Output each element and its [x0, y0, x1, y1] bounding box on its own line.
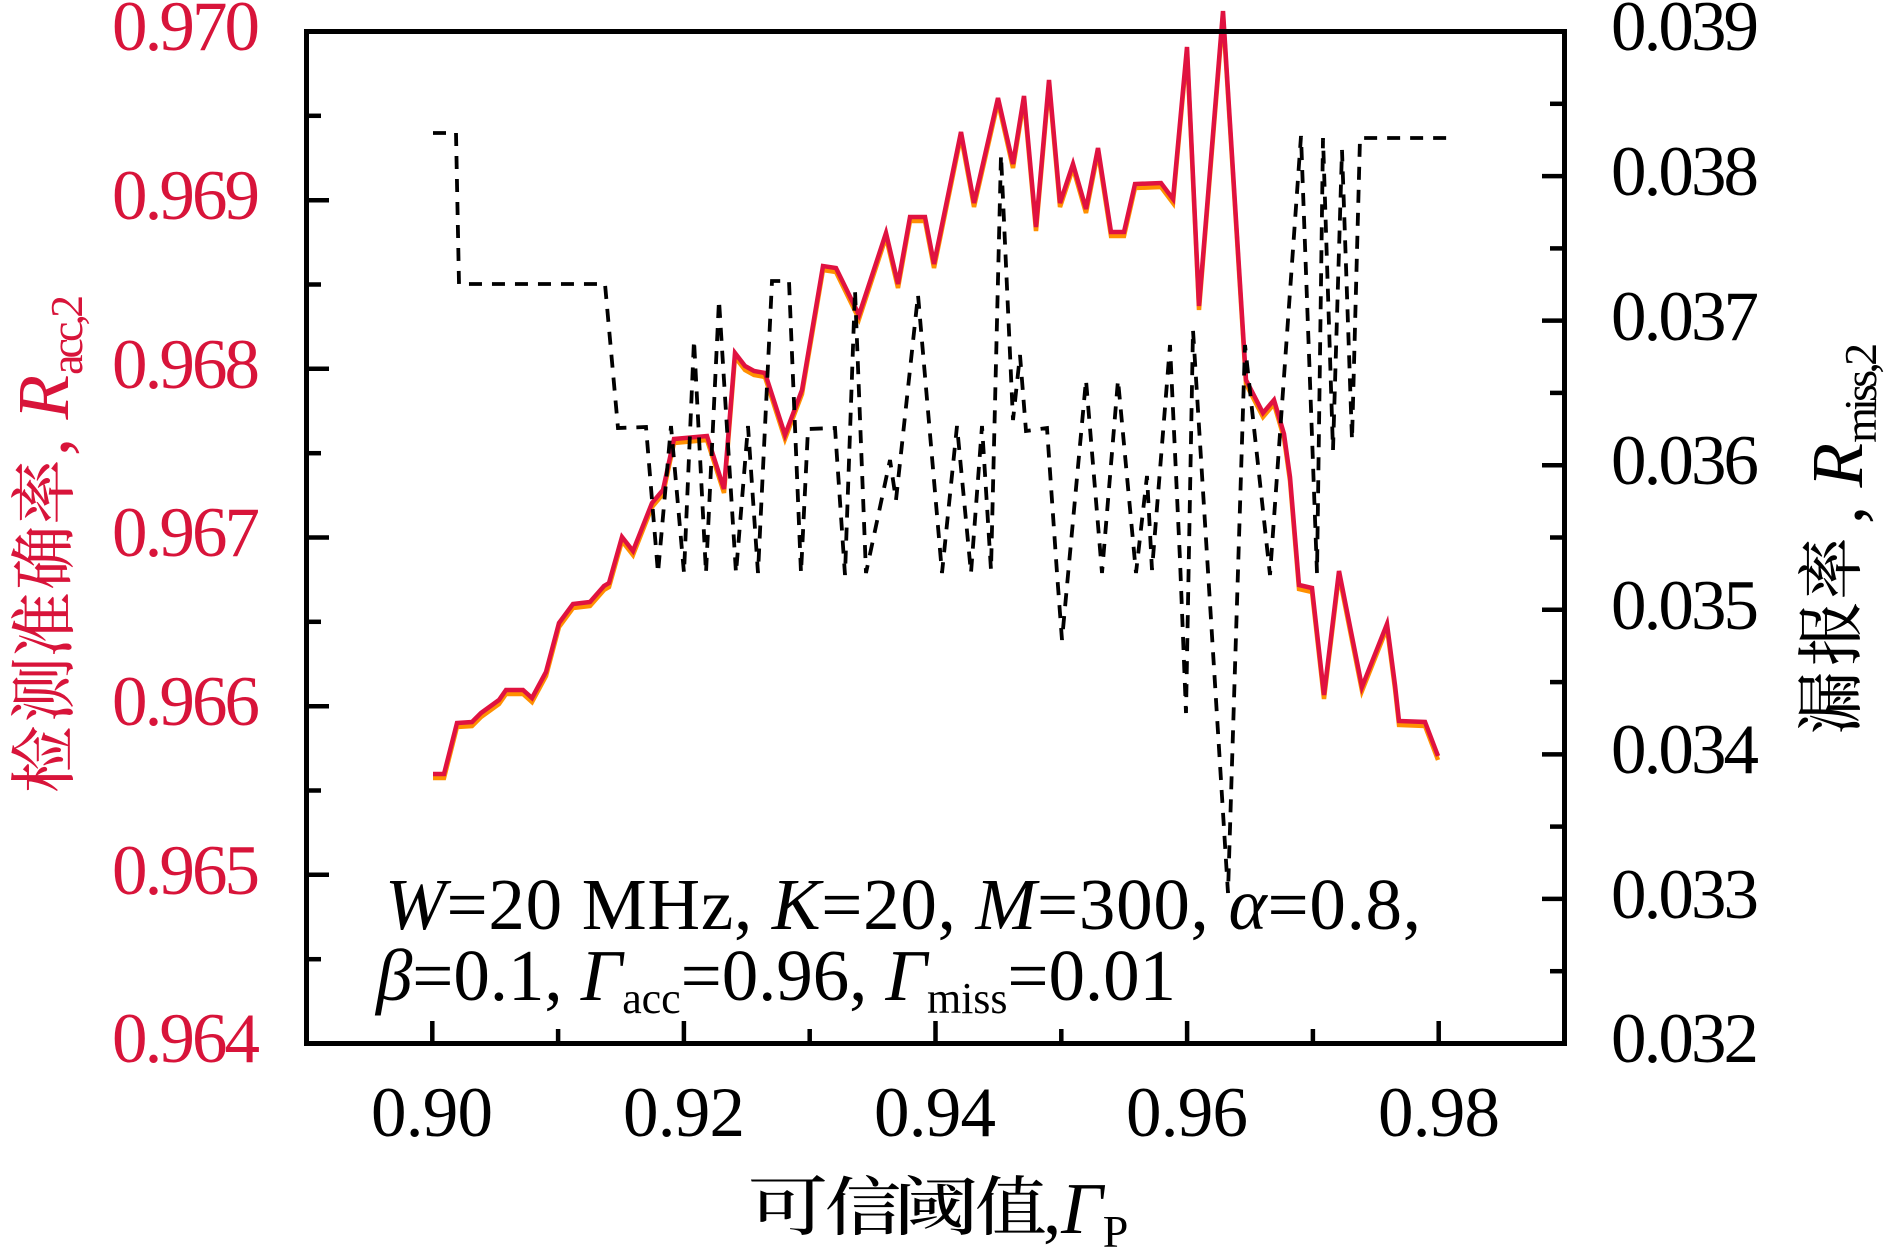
svg-text:0.034: 0.034: [1611, 711, 1759, 789]
svg-text:0.90: 0.90: [371, 1074, 493, 1152]
svg-text:0.037: 0.037: [1611, 278, 1759, 356]
svg-text:0.038: 0.038: [1611, 133, 1759, 211]
svg-text:0.94: 0.94: [874, 1074, 996, 1152]
svg-text:0.035: 0.035: [1611, 567, 1759, 645]
svg-text:W=20 MHz, K=20, M=300, α=0.8,: W=20 MHz, K=20, M=300, α=0.8,: [385, 864, 1421, 945]
svg-text:0.039: 0.039: [1611, 0, 1759, 66]
svg-text:0.970: 0.970: [112, 0, 260, 66]
svg-text:, Rmiss,2: , Rmiss,2: [1797, 343, 1886, 524]
svg-text:0.965: 0.965: [112, 832, 260, 910]
svg-text:0.98: 0.98: [1378, 1074, 1500, 1152]
svg-text:0.967: 0.967: [112, 494, 260, 572]
svg-text:0.966: 0.966: [112, 663, 260, 741]
svg-text:0.92: 0.92: [623, 1074, 745, 1152]
svg-text:0.969: 0.969: [112, 157, 260, 235]
svg-text:0.968: 0.968: [112, 326, 260, 404]
svg-text:0.96: 0.96: [1126, 1074, 1248, 1152]
svg-text:0.964: 0.964: [112, 1000, 260, 1078]
svg-text:0.036: 0.036: [1611, 422, 1759, 500]
svg-text:0.033: 0.033: [1611, 856, 1759, 934]
svg-text:β=0.1, Γacc=0.96, Γmiss=0.01: β=0.1, Γacc=0.96, Γmiss=0.01: [374, 935, 1176, 1023]
svg-text:0.032: 0.032: [1611, 1000, 1759, 1078]
